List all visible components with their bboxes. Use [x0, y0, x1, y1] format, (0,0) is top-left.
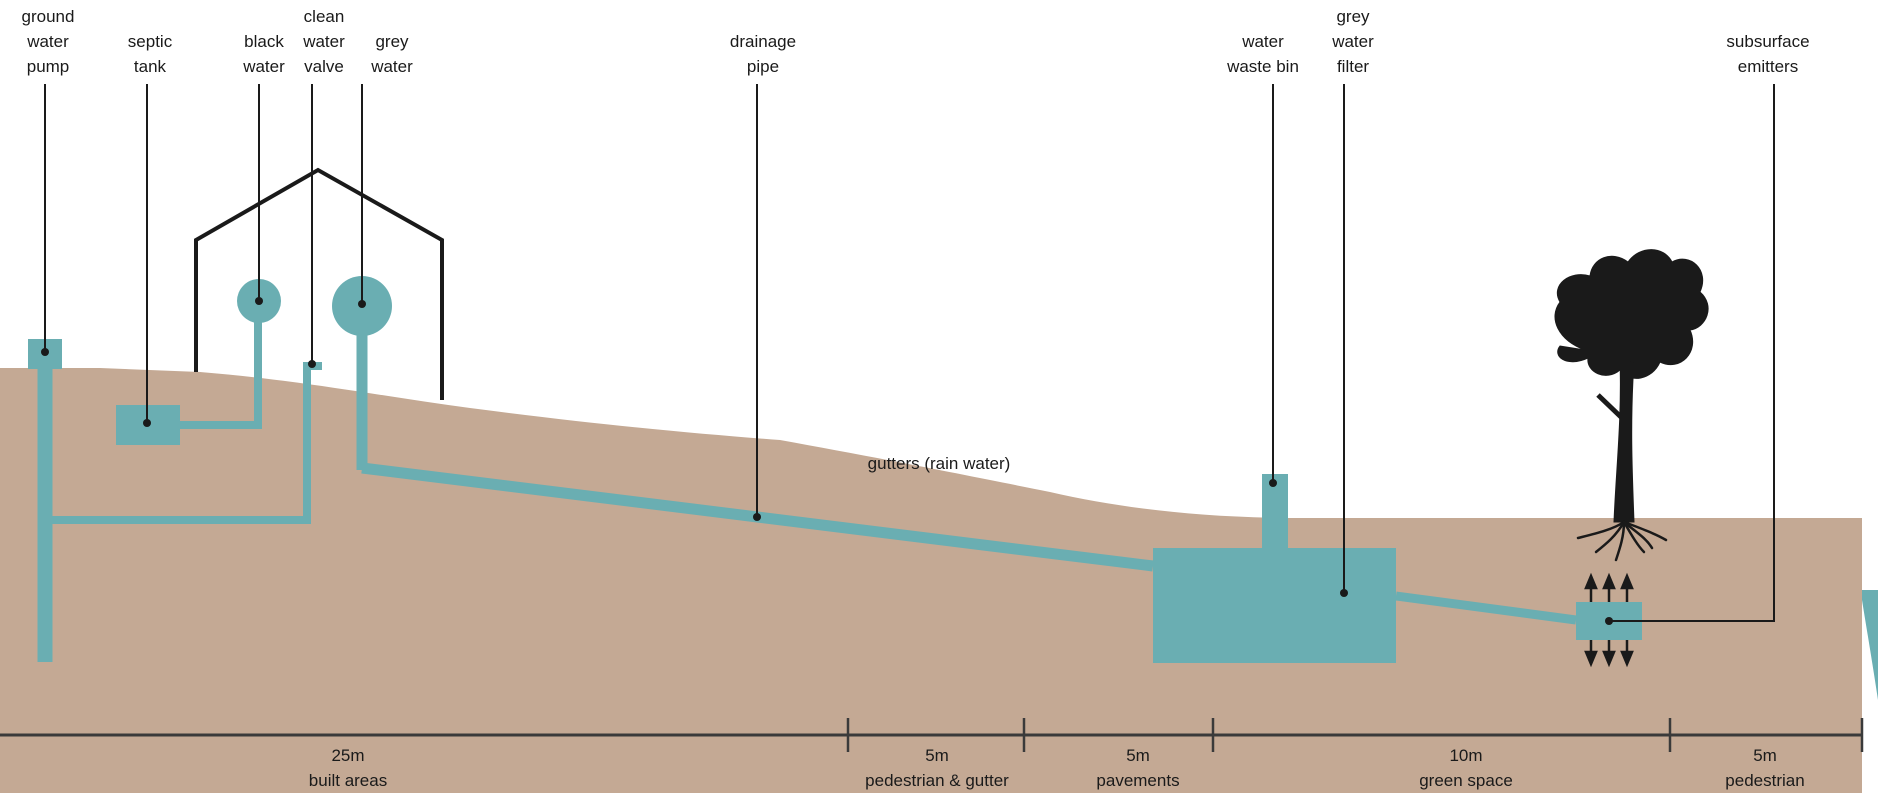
svg-text:grey: grey — [375, 32, 409, 51]
svg-text:water: water — [242, 57, 285, 76]
svg-text:ground: ground — [22, 7, 75, 26]
label-black-water: black water — [242, 32, 285, 76]
label-clean-water-valve: clean water valve — [302, 7, 345, 76]
label-ground-water-pump: ground water pump — [22, 7, 75, 76]
svg-text:clean: clean — [304, 7, 345, 26]
edge-water — [1862, 590, 1878, 700]
svg-text:water: water — [1241, 32, 1284, 51]
svg-text:10m: 10m — [1449, 746, 1482, 765]
svg-text:water: water — [370, 57, 413, 76]
scale-bar — [0, 718, 1864, 752]
svg-text:pedestrian & gutter: pedestrian & gutter — [865, 771, 1009, 790]
label-drainage-pipe: drainage pipe — [730, 32, 796, 76]
label-water-waste-bin: water waste bin — [1226, 32, 1299, 76]
label-septic-tank: septic tank — [128, 32, 173, 76]
svg-text:grey: grey — [1336, 7, 1370, 26]
svg-text:5m: 5m — [1126, 746, 1150, 765]
label-grey-water: grey water — [370, 32, 413, 76]
svg-text:drainage: drainage — [730, 32, 796, 51]
label-grey-water-filter: grey water filter — [1331, 7, 1374, 76]
svg-text:water: water — [302, 32, 345, 51]
svg-text:valve: valve — [304, 57, 344, 76]
svg-text:5m: 5m — [1753, 746, 1777, 765]
label-subsurface-emitters: subsurface emitters — [1726, 32, 1809, 76]
water-waste-bin — [1153, 548, 1396, 663]
svg-text:waste bin: waste bin — [1226, 57, 1299, 76]
house-outline-icon — [194, 167, 444, 400]
tree-silhouette-icon — [1554, 249, 1709, 562]
label-gutters: gutters (rain water) — [868, 454, 1011, 473]
scale-segment-built-areas: 25m built areas — [309, 746, 387, 790]
ground-terrain — [0, 368, 1862, 793]
svg-text:water: water — [1331, 32, 1374, 51]
leader-lines — [41, 84, 1775, 625]
svg-text:septic: septic — [128, 32, 173, 51]
svg-text:built areas: built areas — [309, 771, 387, 790]
svg-text:pavements: pavements — [1096, 771, 1179, 790]
svg-text:pipe: pipe — [747, 57, 779, 76]
black-water-pipe — [178, 298, 262, 429]
scale-segment-pavements: 5m pavements — [1096, 746, 1179, 790]
filter-outlet-pipe — [1395, 591, 1577, 625]
svg-text:subsurface: subsurface — [1726, 32, 1809, 51]
water-waste-bin-neck — [1262, 474, 1288, 550]
svg-text:25m: 25m — [331, 746, 364, 765]
svg-text:tank: tank — [134, 57, 167, 76]
svg-text:water: water — [26, 32, 69, 51]
svg-text:green space: green space — [1419, 771, 1513, 790]
svg-text:pump: pump — [27, 57, 70, 76]
svg-text:filter: filter — [1337, 57, 1369, 76]
svg-text:5m: 5m — [925, 746, 949, 765]
svg-text:emitters: emitters — [1738, 57, 1798, 76]
svg-text:pedestrian: pedestrian — [1725, 771, 1804, 790]
emitter-arrows-icon — [1584, 572, 1634, 668]
scale-segment-pedestrian-gutter: 5m pedestrian & gutter — [865, 746, 1009, 790]
scale-segment-green-space: 10m green space — [1419, 746, 1513, 790]
svg-text:black: black — [244, 32, 284, 51]
scale-segment-pedestrian: 5m pedestrian — [1725, 746, 1804, 790]
